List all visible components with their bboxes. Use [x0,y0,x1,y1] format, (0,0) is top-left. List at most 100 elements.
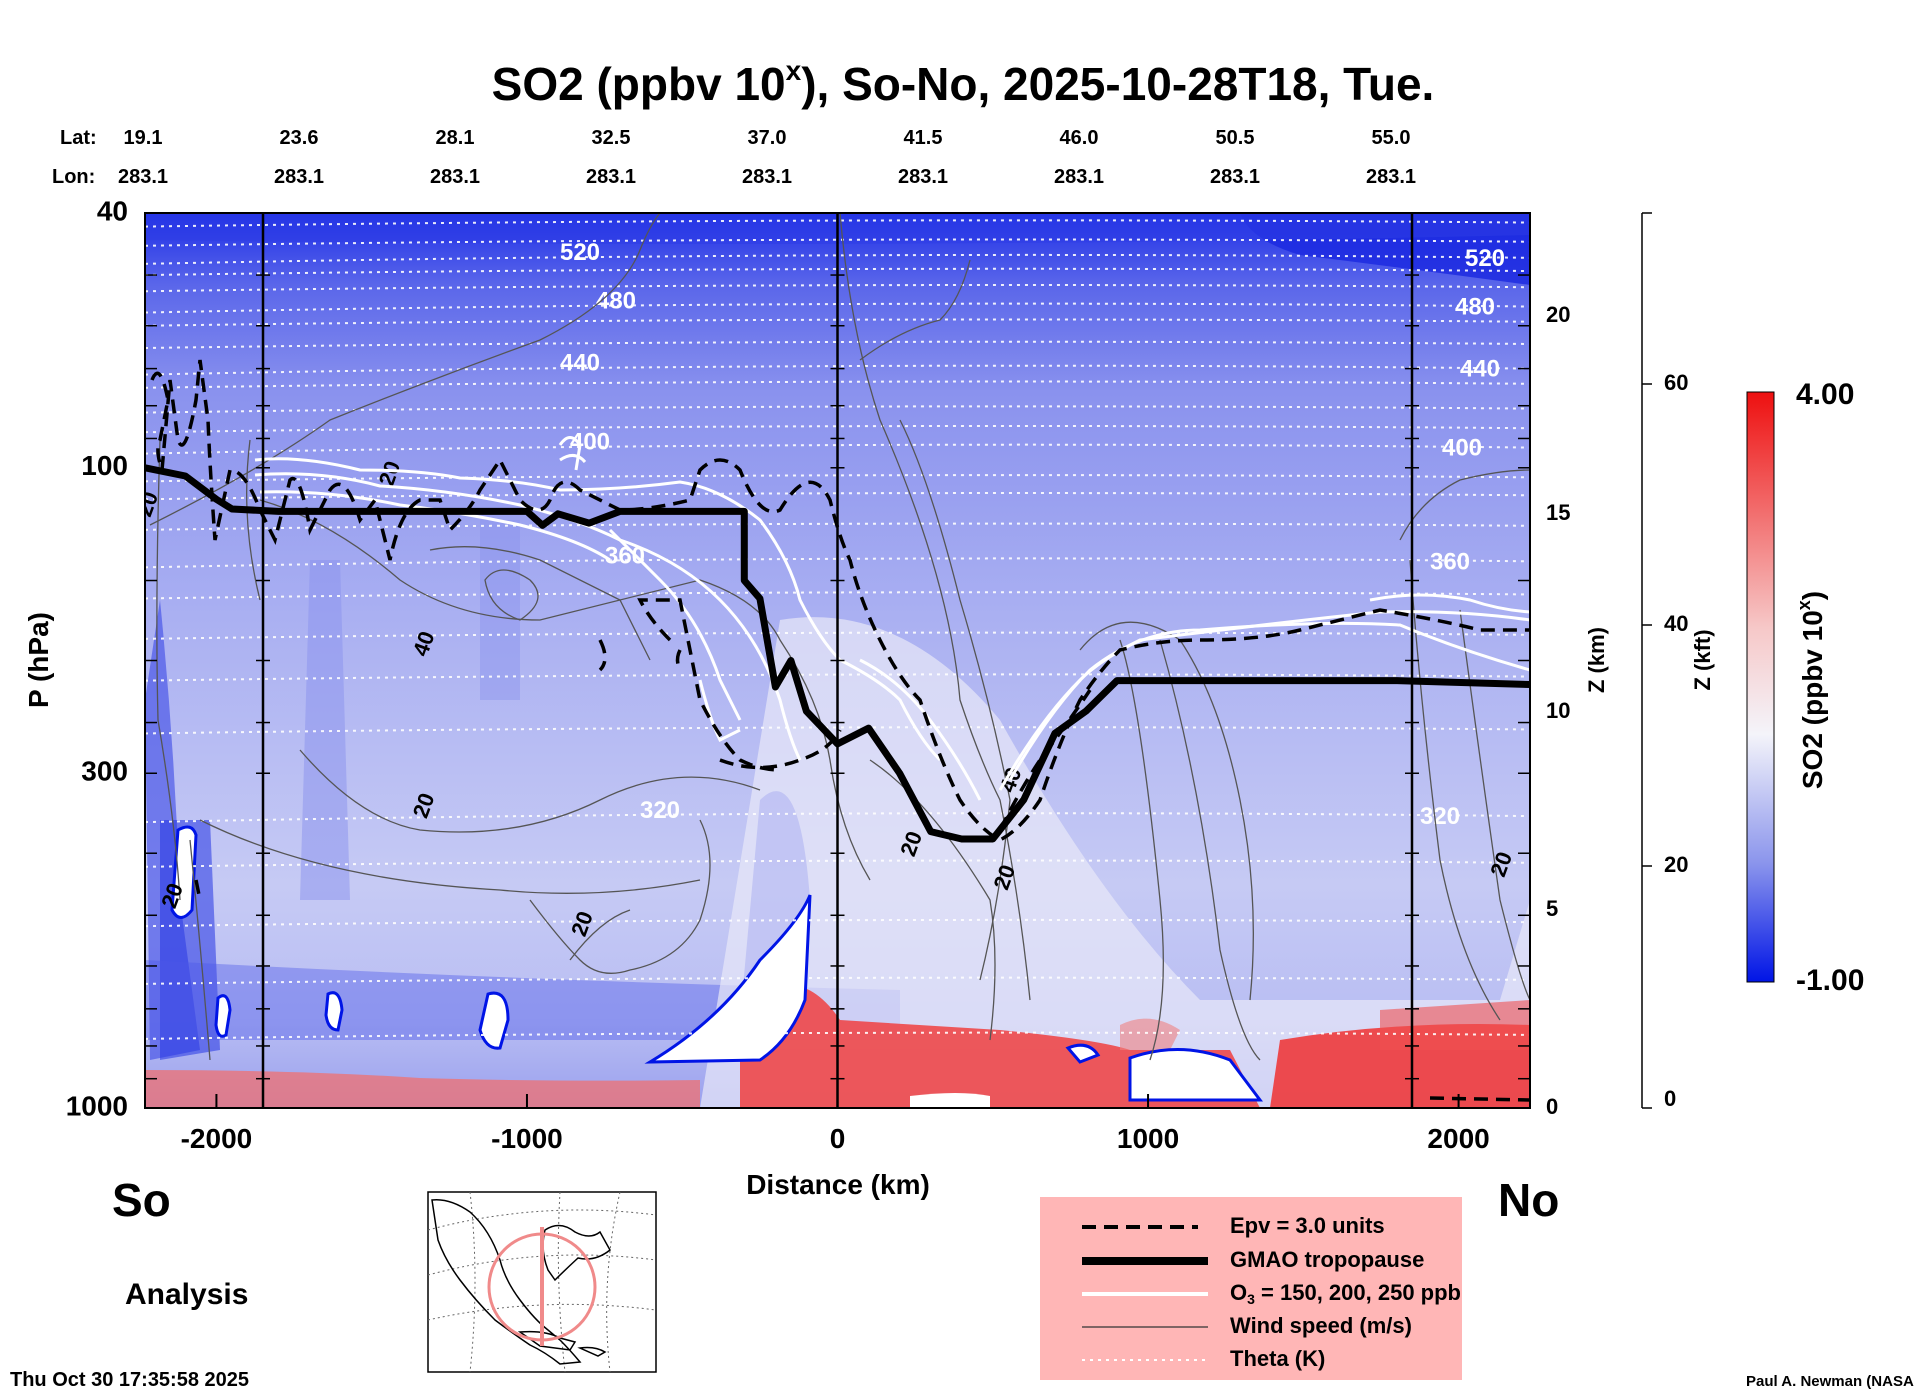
theta-label: 520 [560,239,600,266]
colorbar-max-label: 4.00 [1796,378,1854,411]
lon-tick-label: 283.1 [1210,166,1260,188]
legend-ozone-label: O3 = 150, 200, 250 ppb [1230,1280,1461,1307]
theta-contour [145,976,1530,985]
z-km-tick-label: 15 [1546,500,1570,525]
x-tick-label: -1000 [491,1123,563,1154]
south-label: So [112,1174,171,1226]
z-km-tick-label: 10 [1546,698,1570,723]
legend-theta-label: Theta (K) [1230,1346,1325,1371]
colorbar: 4.00 -1.00 SO2 (ppbv 10x) [1746,378,1864,997]
theta-contour [145,492,1530,501]
lat-tick-label: 23.6 [280,127,319,149]
lat-tick-label: 50.5 [1216,127,1255,149]
legend-wind-label: Wind speed (m/s) [1230,1313,1412,1338]
z-kft-tick-label: 0 [1664,1086,1676,1111]
lon-tick-labels: 283.1 283.1 283.1 283.1 283.1 283.1 283.1 283.1… [118,166,1416,188]
z-km-tick-label: 20 [1546,302,1570,327]
colorbar-min-label: -1.00 [1796,964,1864,997]
lat-tick-labels: 19.1 23.6 28.1 32.5 37.0 41.5 46.0 50.5 55.0 [124,127,1411,149]
z-kft-axis-label: Z (kft) [1690,629,1715,690]
theta-contour [145,1031,1530,1040]
lon-tick-label: 283.1 [118,166,168,188]
theta-contours [145,219,1530,1040]
z-km-tick-label: 0 [1546,1094,1558,1119]
theta-contour [145,238,1530,247]
theta-contour [145,267,1530,277]
theta-label: 360 [1430,548,1470,575]
lon-tick-label: 283.1 [430,166,480,188]
theta-contour [145,812,1530,824]
theta-contour [145,673,1530,682]
z-kft-tick-label: 20 [1664,852,1688,877]
lon-tick-label: 283.1 [586,166,636,188]
lon-row-label: Lon: [52,166,95,188]
colorbar-gradient [1746,391,1775,983]
theta-contour [145,283,1530,293]
theta-contour [145,522,1530,531]
chart-title: SO2 (ppbv 10x), So-No, 2025-10-28T18, Tu… [492,55,1435,110]
legend: Epv = 3.0 units GMAO tropopause O3 = 150… [1040,1197,1462,1380]
vertical-reference-lines [256,213,1419,1108]
theta-contour [145,364,1530,376]
theta-contour [145,631,1530,640]
theta-label: 480 [596,288,636,315]
lat-tick-label: 28.1 [436,127,475,149]
y-tick-label: 100 [81,450,128,481]
inset-map [427,1191,657,1373]
lat-tick-label: 19.1 [124,127,163,149]
y-tick-label: 300 [81,756,128,787]
lon-tick-label: 283.1 [742,166,792,188]
theta-contour [145,443,1530,455]
theta-contour [145,318,1530,327]
lat-tick-label: 55.0 [1372,127,1411,149]
theta-contour [145,424,1530,434]
x-tick-label: 1000 [1117,1123,1179,1154]
lon-tick-label: 283.1 [274,166,324,188]
theta-contour [145,302,1530,314]
theta-contour [145,474,1530,483]
analysis-label: Analysis [125,1278,248,1311]
lon-tick-label: 283.1 [1054,166,1104,188]
lat-tick-label: 46.0 [1060,127,1099,149]
theta-label: 400 [1442,435,1482,462]
z-kft-tick-label: 60 [1664,370,1688,395]
x-tick-label: -2000 [181,1123,253,1154]
timestamp-footer: Thu Oct 30 17:35:58 2025 [10,1369,249,1391]
lat-tick-label: 41.5 [904,127,943,149]
north-label: No [1498,1174,1559,1226]
lon-tick-label: 283.1 [898,166,948,188]
author-footer: Paul A. Newman (NASA [1746,1373,1914,1390]
z-km-axis: 0 5 10 15 20 Z (km) [1546,302,1609,1119]
z-kft-axis: 0 20 40 60 Z (kft) [1641,212,1715,1111]
colorbar-label: SO2 (ppbv 10x) [1794,591,1828,789]
lat-row-label: Lat: [60,127,97,149]
theta-contour [145,405,1530,414]
x-tick-label: 2000 [1427,1123,1489,1154]
legend-epv-label: Epv = 3.0 units [1230,1213,1385,1238]
theta-contour [145,253,1530,265]
theta-contour [145,340,1530,349]
gmao-tropopause-line [145,464,1530,843]
theta-contour [145,380,1530,389]
y-tick-label: 40 [97,195,128,226]
theta-contour [145,219,1530,228]
theta-label: 520 [1465,245,1505,272]
y-axis-label: P (hPa) [23,612,54,708]
y-tick-label: 1000 [66,1090,128,1121]
z-km-tick-label: 5 [1546,896,1558,921]
y-axis-ticks: 40 100 300 1000 [66,195,1530,1121]
theta-contour [145,557,1530,569]
theta-label: 320 [640,797,680,824]
theta-label: 320 [1420,803,1460,830]
z-km-axis-label: Z (km) [1584,627,1609,693]
theta-label: 440 [560,350,600,377]
theta-label: 440 [1460,356,1500,383]
x-axis-ticks: -2000 -1000 0 1000 2000 [181,1094,1490,1154]
x-axis-label: Distance (km) [746,1169,930,1200]
lat-tick-label: 37.0 [748,127,787,149]
theta-contour [145,726,1530,735]
theta-contour [145,918,1530,928]
lat-tick-label: 32.5 [592,127,631,149]
